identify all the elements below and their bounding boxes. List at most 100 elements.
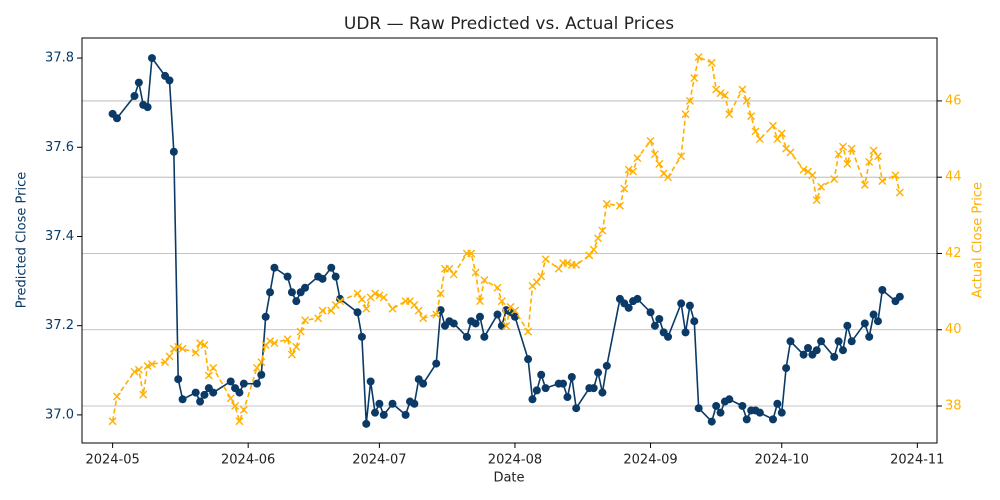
point [650, 321, 659, 330]
point [261, 312, 270, 321]
point [646, 136, 655, 145]
point [134, 78, 143, 87]
x-tick-label: 2024-11 [890, 453, 944, 468]
plot-frame [81, 37, 938, 444]
point [301, 316, 310, 325]
point [803, 343, 812, 352]
point [895, 292, 904, 301]
point [191, 388, 200, 397]
point [257, 370, 266, 379]
point [266, 288, 275, 297]
point [449, 319, 458, 328]
point [589, 384, 598, 393]
point [388, 304, 397, 313]
point [532, 386, 541, 395]
y2-tick-label: 46 [945, 93, 962, 108]
point [475, 297, 484, 306]
point [738, 85, 747, 94]
point [379, 410, 388, 419]
point [769, 121, 777, 130]
point [707, 417, 716, 426]
point [716, 89, 725, 98]
point [143, 361, 152, 370]
point [838, 346, 847, 355]
point [541, 384, 550, 393]
point [843, 159, 852, 168]
point [847, 337, 856, 346]
point [419, 379, 428, 388]
point [200, 390, 209, 399]
point [497, 321, 506, 330]
point [480, 332, 489, 341]
point [559, 379, 568, 388]
point [357, 332, 366, 341]
point [817, 182, 826, 191]
point [799, 165, 808, 174]
point [510, 312, 519, 321]
point [379, 293, 388, 302]
point [865, 332, 874, 341]
point [410, 300, 419, 309]
point [598, 226, 607, 235]
point [629, 167, 638, 176]
point [445, 264, 454, 273]
point [161, 358, 170, 367]
point [147, 360, 156, 369]
point [860, 319, 869, 328]
point [773, 135, 782, 144]
point [655, 315, 664, 324]
point [847, 144, 856, 153]
point [615, 201, 624, 210]
point [782, 364, 791, 373]
point [239, 379, 248, 388]
point [497, 297, 506, 306]
point [633, 154, 642, 163]
point [165, 352, 174, 361]
point [755, 408, 764, 417]
y-tick-label: 37.4 [45, 229, 74, 244]
point [567, 372, 576, 381]
x-tick-label: 2024-05 [85, 453, 139, 468]
point [808, 171, 817, 180]
y2-tick-label: 44 [945, 170, 962, 185]
point [493, 283, 502, 292]
point [235, 417, 244, 426]
point [169, 344, 178, 353]
point [252, 363, 261, 372]
point [694, 404, 703, 413]
point [812, 196, 821, 205]
point [563, 259, 572, 267]
point [681, 328, 690, 337]
point [624, 303, 633, 312]
point [353, 308, 362, 317]
point [878, 177, 887, 186]
point [449, 270, 458, 279]
point [147, 54, 156, 63]
point [838, 142, 847, 151]
point [834, 337, 843, 346]
point [537, 272, 546, 281]
point [143, 103, 152, 112]
point [537, 370, 546, 379]
point [475, 312, 484, 321]
point [353, 289, 362, 298]
point [869, 310, 878, 319]
point [742, 415, 751, 424]
point [873, 152, 882, 161]
point [178, 395, 187, 404]
point [296, 327, 305, 336]
point [139, 390, 148, 399]
point [895, 188, 904, 197]
point [436, 289, 445, 298]
point [589, 245, 598, 254]
point [371, 289, 380, 298]
point [869, 146, 878, 155]
point [502, 321, 511, 330]
y2-tick-label: 42 [945, 246, 962, 261]
point [200, 340, 209, 349]
point [650, 150, 659, 159]
point [257, 358, 266, 367]
point [366, 377, 375, 386]
point [585, 251, 594, 260]
